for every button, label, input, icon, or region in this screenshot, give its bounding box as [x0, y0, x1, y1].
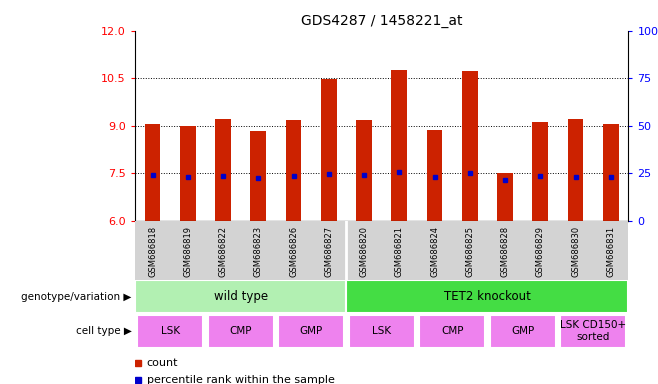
Text: GSM686825: GSM686825 — [465, 225, 474, 276]
Bar — [426, 129, 442, 221]
Title: GDS4287 / 1458221_at: GDS4287 / 1458221_at — [301, 14, 463, 28]
Text: GSM686818: GSM686818 — [148, 225, 157, 277]
Text: GSM686822: GSM686822 — [218, 225, 228, 276]
Bar — [180, 126, 195, 221]
Bar — [392, 70, 407, 221]
Text: LSK: LSK — [372, 326, 392, 336]
Text: GSM686819: GSM686819 — [184, 225, 192, 276]
Text: GSM686826: GSM686826 — [289, 225, 298, 277]
Text: GSM686831: GSM686831 — [606, 225, 615, 277]
Text: GSM686820: GSM686820 — [359, 225, 368, 276]
Bar — [497, 173, 513, 221]
Bar — [490, 315, 556, 348]
Text: GSM686829: GSM686829 — [536, 225, 545, 276]
Text: LSK CD150+
sorted: LSK CD150+ sorted — [560, 320, 626, 342]
Bar — [278, 315, 344, 348]
Text: GSM686828: GSM686828 — [501, 225, 509, 277]
Text: cell type ▶: cell type ▶ — [76, 326, 132, 336]
Bar — [135, 280, 346, 313]
Bar — [137, 315, 203, 348]
Bar — [215, 119, 231, 221]
Bar — [349, 315, 415, 348]
Text: GSM686823: GSM686823 — [254, 225, 263, 277]
Bar — [462, 71, 478, 221]
Bar — [419, 315, 485, 348]
Text: GSM686821: GSM686821 — [395, 225, 404, 276]
Text: GMP: GMP — [299, 326, 323, 336]
Bar — [346, 280, 628, 313]
Bar — [603, 124, 619, 221]
Bar — [560, 315, 626, 348]
Text: GSM686824: GSM686824 — [430, 225, 439, 276]
Text: GMP: GMP — [511, 326, 534, 336]
Bar — [568, 119, 584, 221]
Text: TET2 knockout: TET2 knockout — [444, 290, 531, 303]
Text: GSM686830: GSM686830 — [571, 225, 580, 277]
Bar — [356, 120, 372, 221]
Text: percentile rank within the sample: percentile rank within the sample — [147, 375, 335, 384]
Bar — [532, 122, 548, 221]
Bar — [286, 120, 301, 221]
Text: CMP: CMP — [441, 326, 463, 336]
Text: CMP: CMP — [230, 326, 252, 336]
Bar — [207, 315, 274, 348]
Text: wild type: wild type — [214, 290, 268, 303]
Bar — [321, 79, 337, 221]
Bar — [145, 124, 161, 221]
Bar — [250, 131, 266, 221]
Text: count: count — [147, 358, 178, 368]
Text: GSM686827: GSM686827 — [324, 225, 333, 277]
Text: LSK: LSK — [161, 326, 180, 336]
Text: genotype/variation ▶: genotype/variation ▶ — [21, 291, 132, 302]
